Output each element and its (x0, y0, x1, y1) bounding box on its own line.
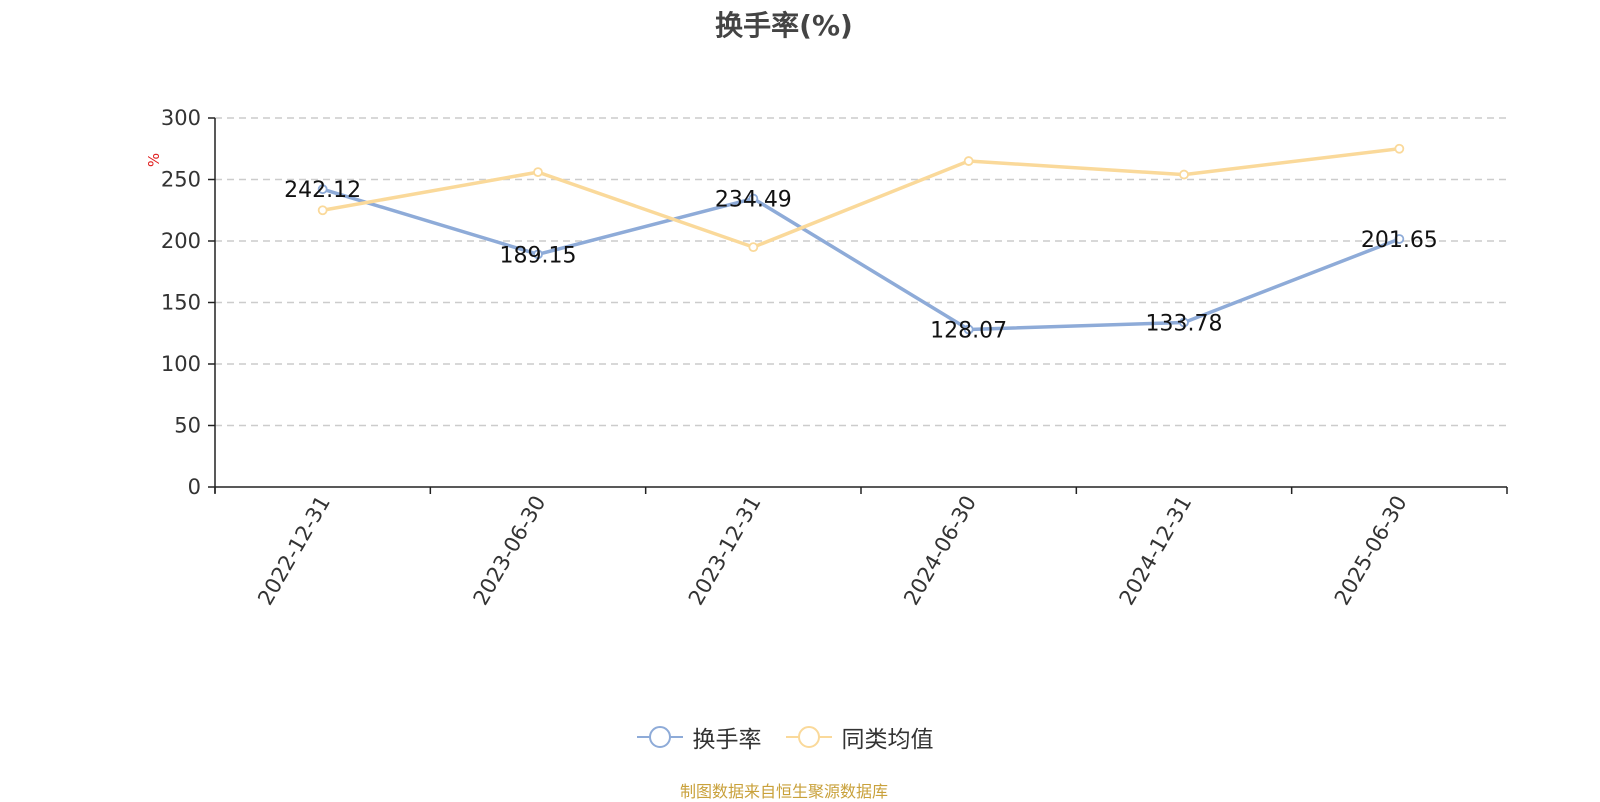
data-label: 234.49 (715, 188, 792, 213)
line-chart: 0 50 100 150 200 250 300 2022-12-31 2023-06-30 20… (145, 106, 1508, 610)
x-tick-label: 2022-12-31 (253, 492, 335, 610)
y-tick-label: 50 (174, 414, 201, 438)
legend-label: 换手率 (692, 727, 762, 753)
data-label: 189.15 (500, 243, 577, 268)
data-point-series-1 (1394, 234, 1405, 244)
data-point-series-1 (963, 324, 974, 335)
data-point-series-2 (317, 205, 328, 216)
data-point-series-1 (317, 184, 328, 195)
data-labels: 242.12 189.15 234.49 128.07 133.78 201.65 (284, 178, 1438, 343)
chart-title: 换手率(%) (715, 9, 853, 42)
x-tick-label: 2023-12-31 (684, 492, 766, 610)
x-tick-label: 2024-06-30 (899, 492, 981, 610)
data-label: 133.78 (1146, 311, 1223, 336)
y-tick-label: 0 (188, 475, 201, 499)
y-tick-label: 200 (161, 229, 201, 253)
source-note: 制图数据来自恒生聚源数据库 (679, 782, 888, 801)
data-label: 201.65 (1361, 228, 1438, 253)
data-point-series-1 (1179, 317, 1189, 328)
series-lines (317, 143, 1405, 335)
y-tick-label: 250 (161, 168, 201, 192)
data-point-series-2 (533, 167, 543, 178)
y-axis-unit-label: % (145, 153, 163, 167)
legend-marker-icon (785, 726, 832, 748)
x-tick-label: 2024-12-31 (1115, 492, 1197, 610)
x-tick-label: 2023-06-30 (469, 492, 551, 610)
legend-marker-icon (636, 726, 683, 748)
data-point-series-2 (963, 156, 974, 166)
data-label: 242.12 (284, 178, 361, 203)
legend-item-2[interactable]: 同类均值 (784, 720, 934, 754)
y-tick-label: 100 (161, 352, 201, 376)
legend-label: 同类均值 (841, 727, 934, 753)
data-point-series-1 (748, 193, 759, 204)
data-point-series-2 (1394, 143, 1405, 154)
series-line-1 (322, 187, 1400, 332)
y-tick-label: 300 (161, 106, 201, 130)
data-point-series-1 (533, 249, 543, 260)
data-point-series-2 (1179, 169, 1189, 180)
y-tick-label: 150 (161, 291, 201, 315)
data-point-series-2 (748, 242, 759, 253)
legend: 换手率 同类均值 (0, 720, 1568, 754)
series-line-2 (322, 147, 1400, 249)
x-tick-label: 2025-06-30 (1330, 492, 1412, 610)
legend-item-1[interactable]: 换手率 (635, 720, 762, 754)
data-label: 128.07 (930, 318, 1007, 343)
axes: 0 50 100 150 200 250 300 2022-12-31 2023-06-30 20… (161, 106, 1508, 610)
